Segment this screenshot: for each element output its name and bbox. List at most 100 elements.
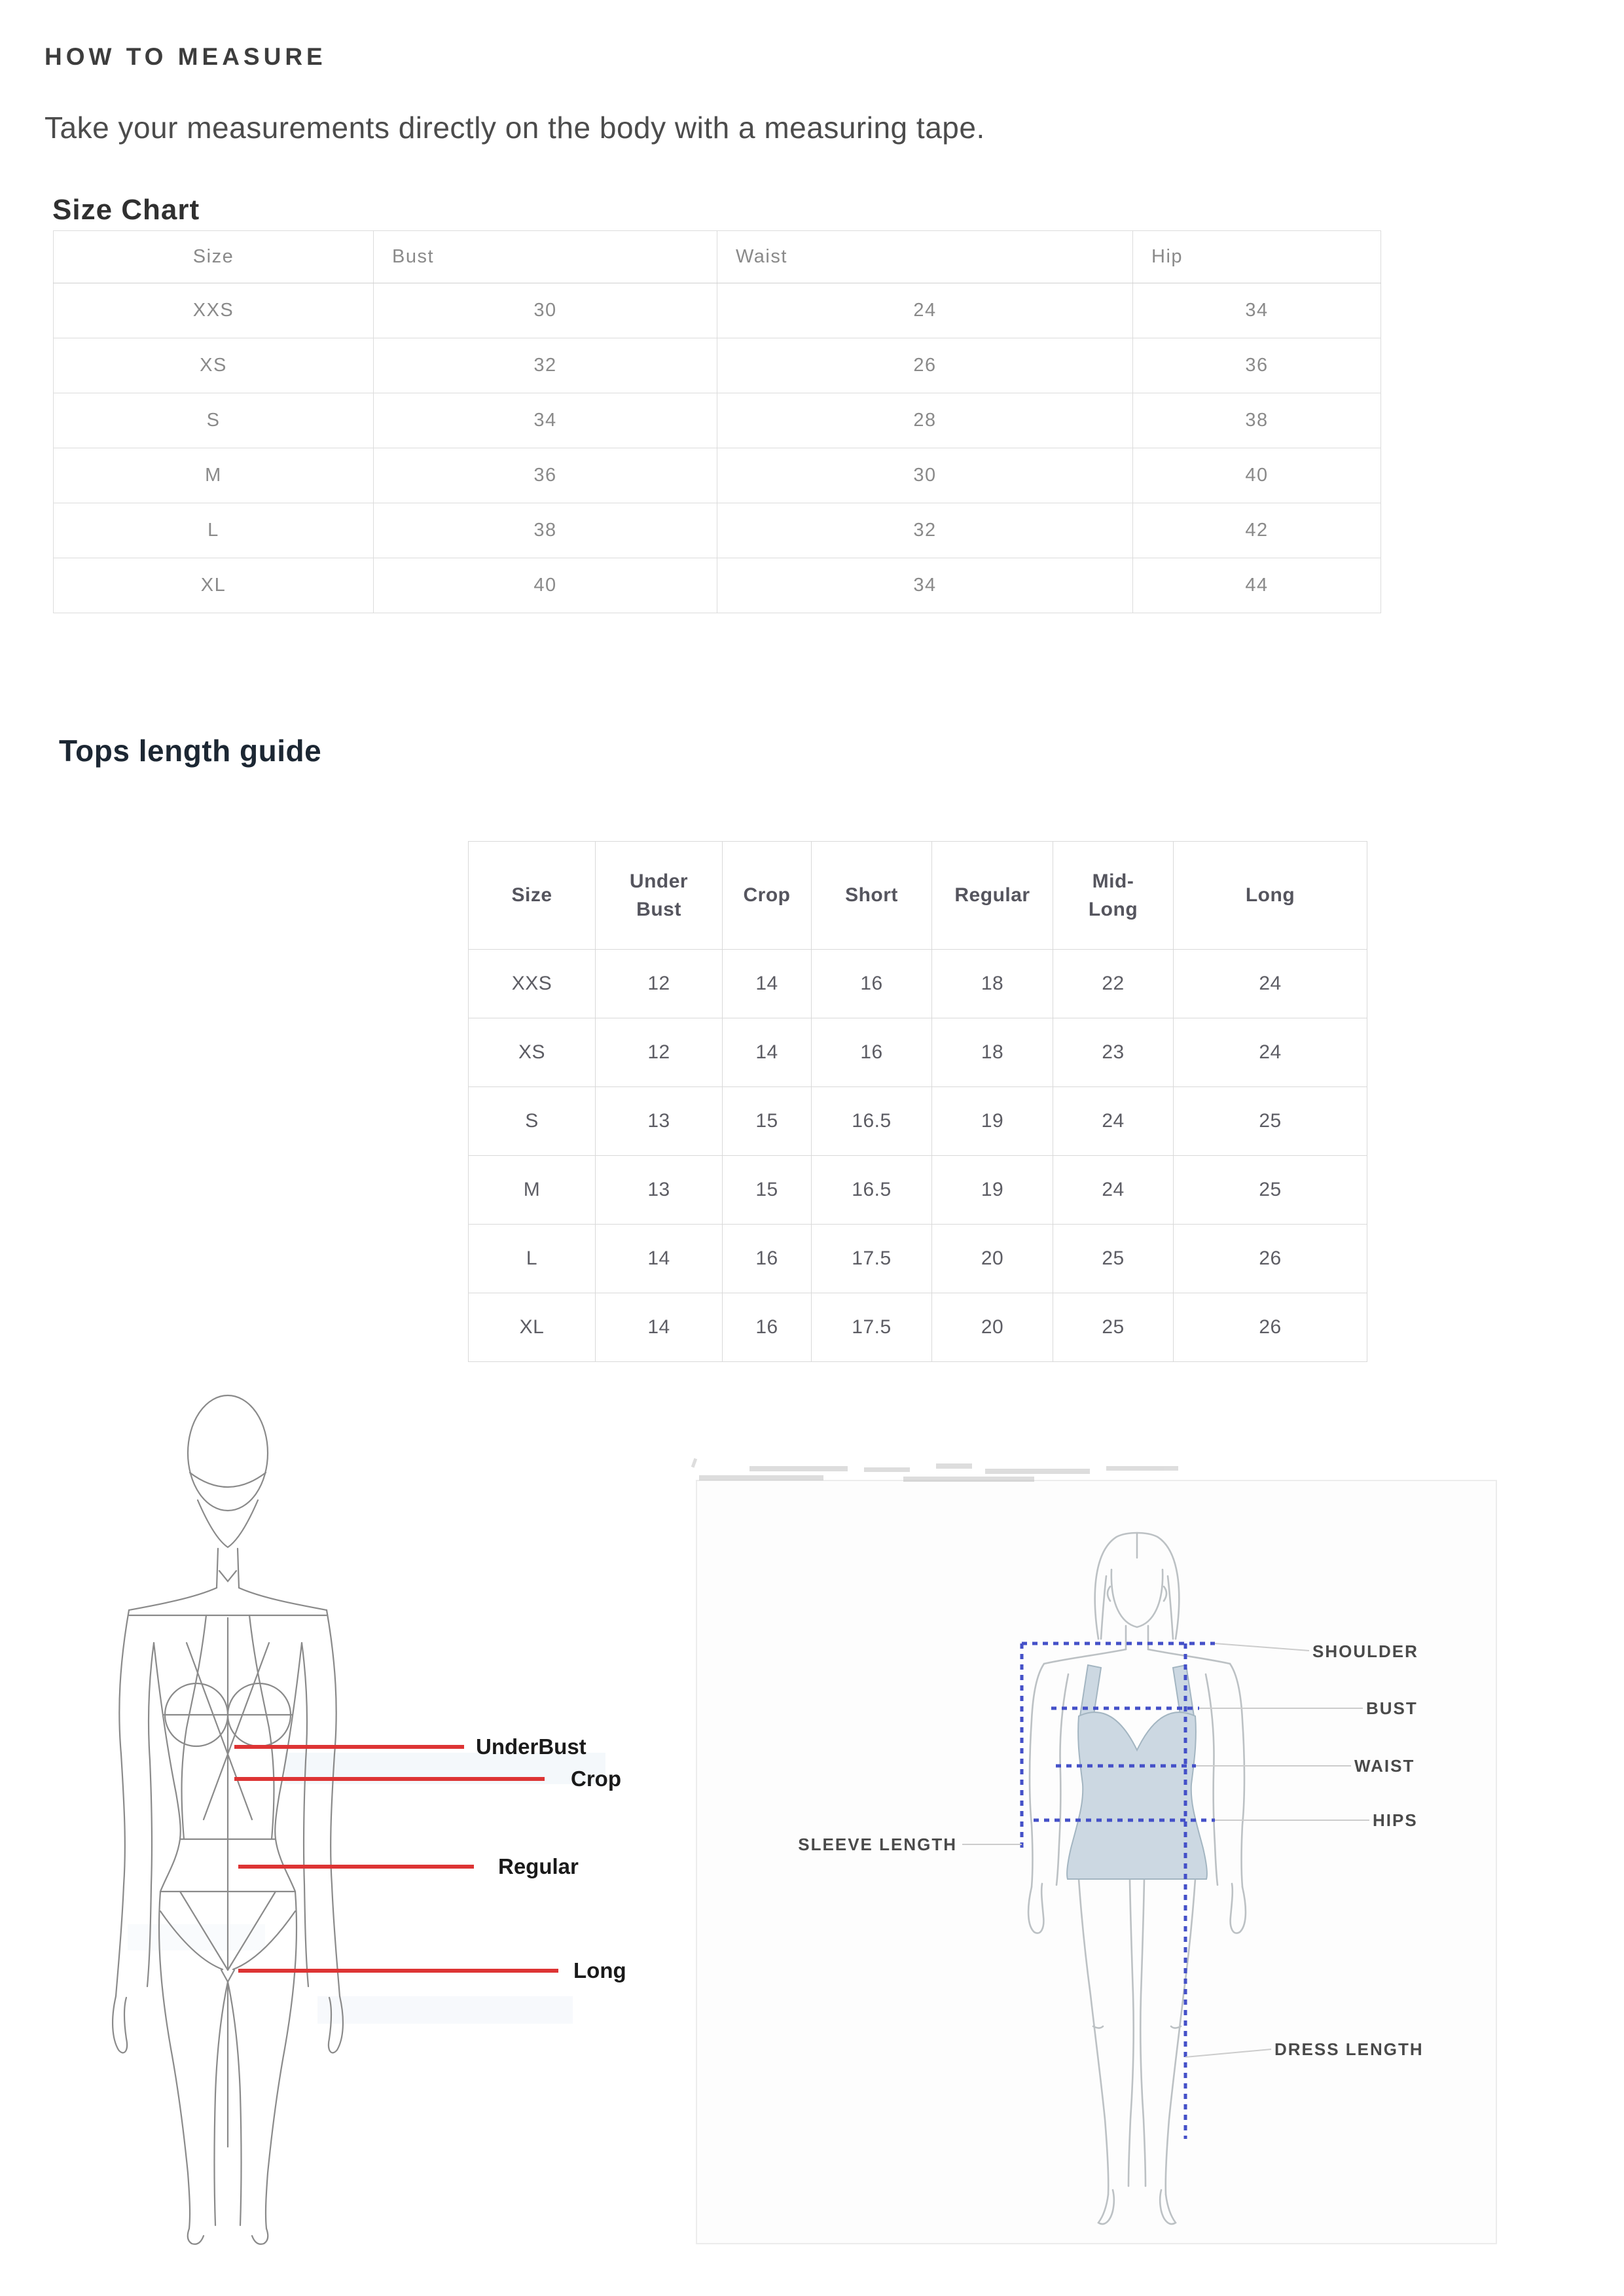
column-header-label: Under Bust — [629, 870, 689, 921]
table-cell: 25 — [1053, 1224, 1174, 1293]
sleeve-length-label: SLEEVE LENGTH — [798, 1835, 957, 1854]
hips-label: HIPS — [1373, 1810, 1418, 1830]
table-cell: 16.5 — [811, 1155, 932, 1225]
table-cell: L — [53, 503, 374, 558]
table-cell: 20 — [931, 1293, 1053, 1362]
intro-text: Take your measurements directly on the b… — [45, 111, 985, 145]
tint-band — [317, 1996, 573, 2024]
table-cell: 25 — [1053, 1293, 1174, 1362]
table-row: XXS 12 14 16 18 22 24 — [468, 949, 1367, 1018]
long-label: Long — [573, 1958, 626, 1982]
regular-label: Regular — [498, 1854, 579, 1878]
table-cell: 28 — [717, 393, 1133, 448]
table-cell: 12 — [595, 949, 723, 1018]
table-cell: 14 — [595, 1293, 723, 1362]
bust-label: BUST — [1366, 1698, 1418, 1718]
table-cell: M — [468, 1155, 596, 1225]
column-header: Size — [53, 230, 374, 283]
table-cell: S — [53, 393, 374, 448]
table-cell: 24 — [1173, 949, 1367, 1018]
table-cell: 38 — [373, 503, 717, 558]
column-header: Under Bust — [595, 841, 723, 950]
shoulder-label: SHOULDER — [1312, 1641, 1418, 1661]
size-chart-table: Size Bust Waist Hip XXS 30 24 34 XS 32 2… — [53, 230, 1381, 613]
croquis-figure — [111, 1394, 344, 2245]
table-cell: 14 — [722, 1018, 812, 1087]
column-header: Long — [1173, 841, 1367, 950]
table-row: M 36 30 40 — [53, 448, 1381, 503]
degraded-text-artifact — [691, 1458, 1178, 1482]
table-cell: 25 — [1173, 1086, 1367, 1156]
table-cell: XS — [468, 1018, 596, 1087]
underbust-label: UnderBust — [476, 1734, 586, 1759]
page-title: HOW TO MEASURE — [45, 43, 327, 70]
table-cell: XS — [53, 338, 374, 393]
table-cell: 34 — [1132, 283, 1381, 338]
column-header: Size — [468, 841, 596, 950]
measurement-lines — [1020, 1641, 1215, 2139]
crop-label: Crop — [571, 1767, 621, 1791]
table-cell: 15 — [722, 1155, 812, 1225]
table-header-row: Size Under Bust Crop Short Regular Mid-L… — [468, 841, 1367, 950]
table-cell: L — [468, 1224, 596, 1293]
table-cell: 13 — [595, 1086, 723, 1156]
table-cell: 20 — [931, 1224, 1053, 1293]
column-header-label: Mid-Long — [1088, 870, 1138, 921]
table-cell: 32 — [717, 503, 1133, 558]
table-cell: 24 — [1053, 1086, 1174, 1156]
table-cell: XL — [468, 1293, 596, 1362]
table-cell: 22 — [1053, 949, 1174, 1018]
waist-label: WAIST — [1354, 1756, 1415, 1776]
table-cell: 12 — [595, 1018, 723, 1087]
size-chart-heading: Size Chart — [52, 194, 200, 226]
tops-length-guide-table: Size Under Bust Crop Short Regular Mid-L… — [468, 841, 1367, 1362]
leader-lines — [962, 1643, 1369, 2058]
table-row: S 34 28 38 — [53, 393, 1381, 448]
dress-shape — [1066, 1664, 1208, 1880]
croquis-figure-drawing — [111, 1394, 605, 2245]
table-cell: 14 — [722, 949, 812, 1018]
table-cell: 16.5 — [811, 1086, 932, 1156]
table-cell: 38 — [1132, 393, 1381, 448]
table-cell: S — [468, 1086, 596, 1156]
body-measurement-diagram: SHOULDER BUST WAIST HIPS SLEEVE LENGTH D… — [687, 1458, 1506, 2253]
table-cell: 16 — [722, 1224, 812, 1293]
table-header-row: Size Bust Waist Hip — [53, 230, 1381, 283]
column-header: Regular — [931, 841, 1053, 950]
table-cell: 25 — [1173, 1155, 1367, 1225]
table-cell: 23 — [1053, 1018, 1174, 1087]
table-cell: 24 — [1053, 1155, 1174, 1225]
table-cell: 13 — [595, 1155, 723, 1225]
column-header: Waist — [717, 230, 1133, 283]
table-cell: 30 — [373, 283, 717, 338]
table-cell: 16 — [811, 949, 932, 1018]
table-cell: 26 — [717, 338, 1133, 393]
table-cell: 36 — [1132, 338, 1381, 393]
table-cell: 26 — [1173, 1293, 1367, 1362]
table-cell: 24 — [717, 283, 1133, 338]
table-cell: 40 — [373, 558, 717, 613]
table-cell: 40 — [1132, 448, 1381, 503]
tops-length-diagram: UnderBust Crop Regular Long — [88, 1388, 626, 2258]
table-row: M 13 15 16.5 19 24 25 — [468, 1155, 1367, 1225]
table-cell: 42 — [1132, 503, 1381, 558]
dress-length-label: DRESS LENGTH — [1274, 2039, 1424, 2059]
table-cell: 18 — [931, 1018, 1053, 1087]
tint-band — [128, 1924, 265, 1950]
table-row: L 38 32 42 — [53, 503, 1381, 558]
table-cell: 16 — [722, 1293, 812, 1362]
column-header: Hip — [1132, 230, 1381, 283]
table-cell: 16 — [811, 1018, 932, 1087]
table-cell: 24 — [1173, 1018, 1367, 1087]
table-cell: 34 — [373, 393, 717, 448]
table-row: S 13 15 16.5 19 24 25 — [468, 1086, 1367, 1156]
measurement-figure-drawing — [691, 1458, 1497, 2244]
table-cell: 17.5 — [811, 1224, 932, 1293]
table-cell: 19 — [931, 1086, 1053, 1156]
table-cell: 26 — [1173, 1224, 1367, 1293]
column-header: Mid-Long — [1053, 841, 1174, 950]
table-cell: 15 — [722, 1086, 812, 1156]
table-cell: 17.5 — [811, 1293, 932, 1362]
table-cell: XXS — [468, 949, 596, 1018]
table-row: XL 14 16 17.5 20 25 26 — [468, 1293, 1367, 1362]
